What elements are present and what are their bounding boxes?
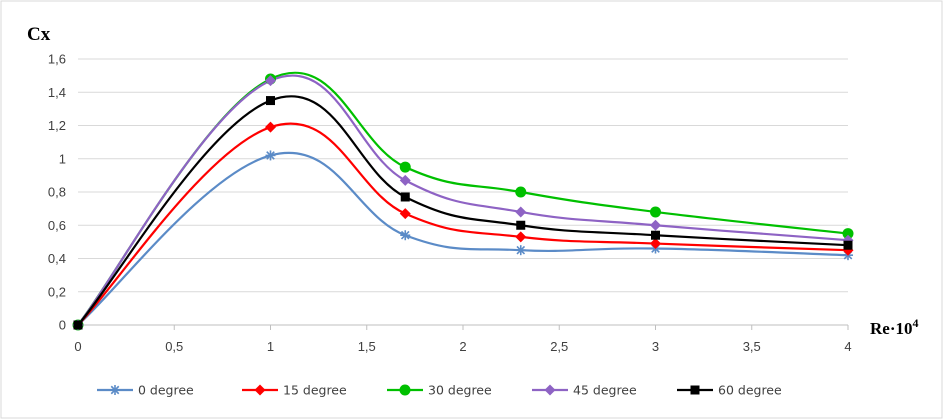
- data-point-1-1: [265, 121, 276, 133]
- y-tick-label: 0,8: [48, 185, 66, 200]
- series-line-1: [77, 122, 849, 326]
- data-point-4-5: [843, 240, 853, 250]
- data-point-0-3: [515, 245, 526, 256]
- legend-swatch-marker: [110, 385, 120, 395]
- series-markers: [72, 73, 854, 331]
- x-axis-title-main: Re·10: [870, 319, 913, 338]
- x-tick-label: 3,5: [743, 339, 761, 354]
- axes: [77, 324, 849, 330]
- data-point-4-0: [73, 320, 83, 330]
- data-point-4-3: [516, 220, 526, 230]
- data-point-2-4: [650, 206, 661, 218]
- x-axis-title: Re·104: [870, 316, 919, 338]
- y-tick-label: 0,6: [48, 218, 66, 233]
- legend-label: 60 degree: [718, 383, 782, 398]
- legend-item-3: 45 degree: [532, 383, 637, 398]
- y-tick-label: 0: [59, 318, 66, 333]
- data-point-4-2: [400, 192, 410, 202]
- x-axis-title-superscript: 4: [913, 316, 919, 330]
- tick-labels: 0 0,2 0,4 0,6 0,8 1 1,2 1,4 1,6 0 0,5 1 1,5 2 2,5 3 3,5 4: [48, 52, 852, 355]
- x-tick-label: 1: [267, 339, 274, 354]
- legend-item-4: 60 degree: [677, 383, 782, 398]
- y-tick-label: 0,2: [48, 284, 66, 299]
- x-tick-label: 0: [74, 339, 81, 354]
- x-tick-label: 2,5: [550, 339, 568, 354]
- gridlines: [78, 58, 848, 293]
- legend-label: 15 degree: [283, 383, 347, 398]
- y-axis-title: Cx: [27, 24, 51, 45]
- y-tick-label: 1: [59, 151, 66, 166]
- y-tick-label: 1,2: [48, 118, 66, 133]
- legend-item-1: 15 degree: [242, 383, 347, 398]
- data-point-2-5: [842, 228, 854, 240]
- data-point-3-3: [515, 206, 527, 218]
- legend-label: 30 degree: [428, 383, 492, 398]
- x-tick-label: 1,5: [358, 339, 376, 354]
- series-lines: [77, 71, 849, 326]
- series-line-0: [77, 151, 849, 326]
- x-tick-label: 2: [459, 339, 466, 354]
- data-point-2-2: [399, 161, 411, 173]
- legend-swatch-marker: [544, 384, 556, 396]
- y-tick-label: 1,6: [48, 52, 66, 67]
- data-point-3-1: [265, 75, 276, 87]
- legend-item-0: 0 degree: [97, 383, 194, 398]
- data-point-1-4: [650, 238, 661, 250]
- data-point-0-2: [400, 230, 411, 241]
- legend-label: 0 degree: [138, 383, 194, 398]
- data-point-4-1: [266, 96, 275, 106]
- data-point-2-3: [515, 186, 527, 198]
- series-line-4: [77, 95, 849, 326]
- x-tick-label: 3: [652, 339, 659, 354]
- legend: 0 degree 15 degree 30 degree 45 degree 60 de…: [97, 383, 782, 398]
- legend-item-2: 30 degree: [387, 383, 492, 398]
- y-tick-label: 0,4: [48, 251, 66, 266]
- data-point-1-2: [399, 208, 411, 220]
- y-tick-label: 1,4: [48, 85, 66, 100]
- data-point-0-1: [265, 150, 276, 161]
- series-line-3: [77, 74, 849, 326]
- data-point-3-2: [399, 174, 411, 186]
- data-point-1-3: [515, 231, 527, 243]
- data-point-3-4: [650, 219, 661, 231]
- legend-swatch-marker: [254, 384, 266, 396]
- legend-label: 45 degree: [573, 383, 637, 398]
- x-tick-label: 4: [844, 339, 851, 354]
- legend-swatch-marker: [690, 385, 700, 395]
- data-point-4-4: [651, 230, 660, 240]
- x-tick-label: 0,5: [165, 339, 183, 354]
- legend-swatch-marker: [399, 384, 411, 396]
